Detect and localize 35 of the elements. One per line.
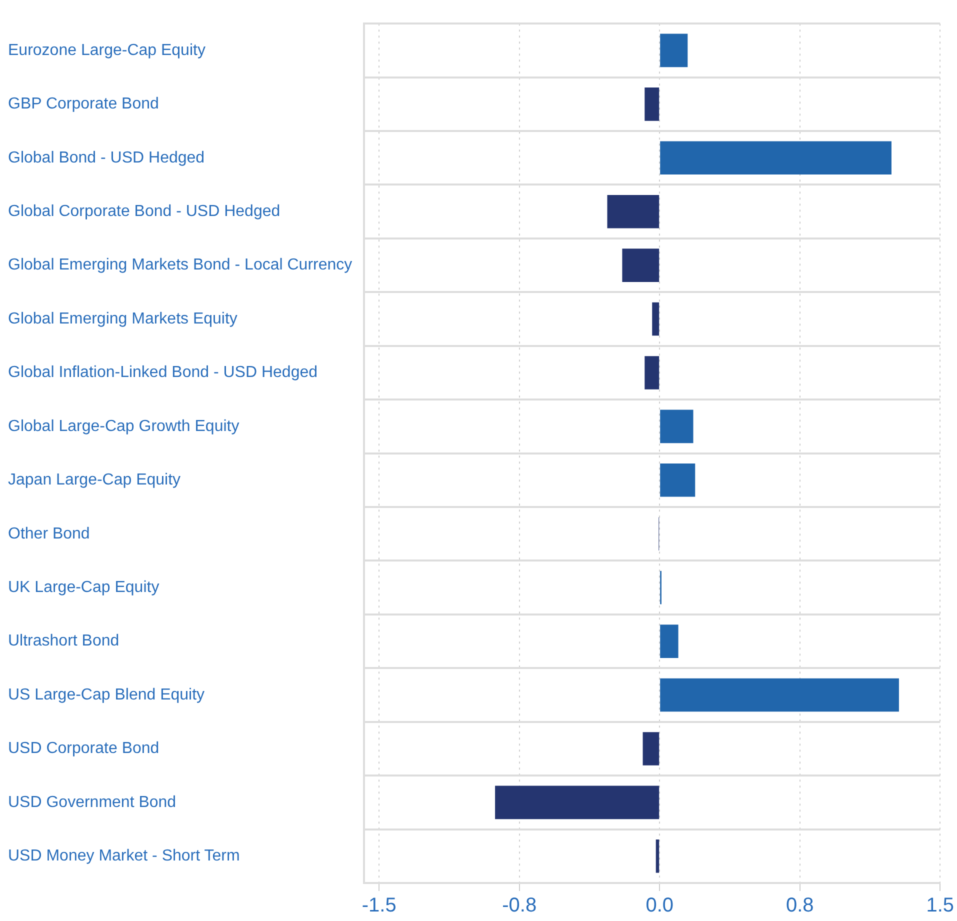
x-tick-label: 1.5 xyxy=(926,894,954,917)
y-tick-label: Global Inflation-Linked Bond - USD Hedged xyxy=(8,364,318,382)
y-tick-label: UK Large-Cap Equity xyxy=(8,578,160,596)
x-tick-label: 0.8 xyxy=(786,894,814,917)
x-tick-label: 0.0 xyxy=(646,894,674,917)
bar xyxy=(644,356,660,390)
y-tick-label: Other Bond xyxy=(8,525,90,542)
y-tick-label: Ultrashort Bond xyxy=(8,632,120,650)
y-tick-label: Global Emerging Markets Equity xyxy=(8,310,238,328)
y-tick-label: Global Emerging Markets Bond - Local Currency xyxy=(8,256,352,274)
bar xyxy=(660,34,688,68)
x-tick-label: -1.5 xyxy=(362,894,396,917)
y-tick-label: Global Corporate Bond - USD Hedged xyxy=(8,203,280,220)
bar xyxy=(652,302,660,336)
bar xyxy=(642,732,660,766)
bar xyxy=(660,410,694,444)
y-tick-label: US Large-Cap Blend Equity xyxy=(8,686,205,704)
bar xyxy=(660,624,678,658)
y-tick-label: USD Government Bond xyxy=(8,794,176,811)
y-tick-label: Global Bond - USD Hedged xyxy=(8,149,205,166)
bar xyxy=(644,88,660,121)
y-tick-label: Eurozone Large-Cap Equity xyxy=(8,42,206,59)
y-tick-label: Japan Large-Cap Equity xyxy=(8,472,181,489)
bar xyxy=(660,464,696,497)
y-tick-label: USD Money Market - Short Term xyxy=(8,848,240,865)
bar xyxy=(607,194,660,228)
y-tick-label: Global Large-Cap Growth Equity xyxy=(8,418,240,435)
y-tick-label: USD Corporate Bond xyxy=(8,740,160,758)
bar xyxy=(495,786,660,820)
bar xyxy=(660,141,892,175)
bar xyxy=(656,839,660,873)
x-tick-label: -0.8 xyxy=(502,894,537,917)
bar xyxy=(660,678,899,712)
bar xyxy=(622,248,660,282)
y-tick-label: GBP Corporate Bond xyxy=(8,96,159,113)
